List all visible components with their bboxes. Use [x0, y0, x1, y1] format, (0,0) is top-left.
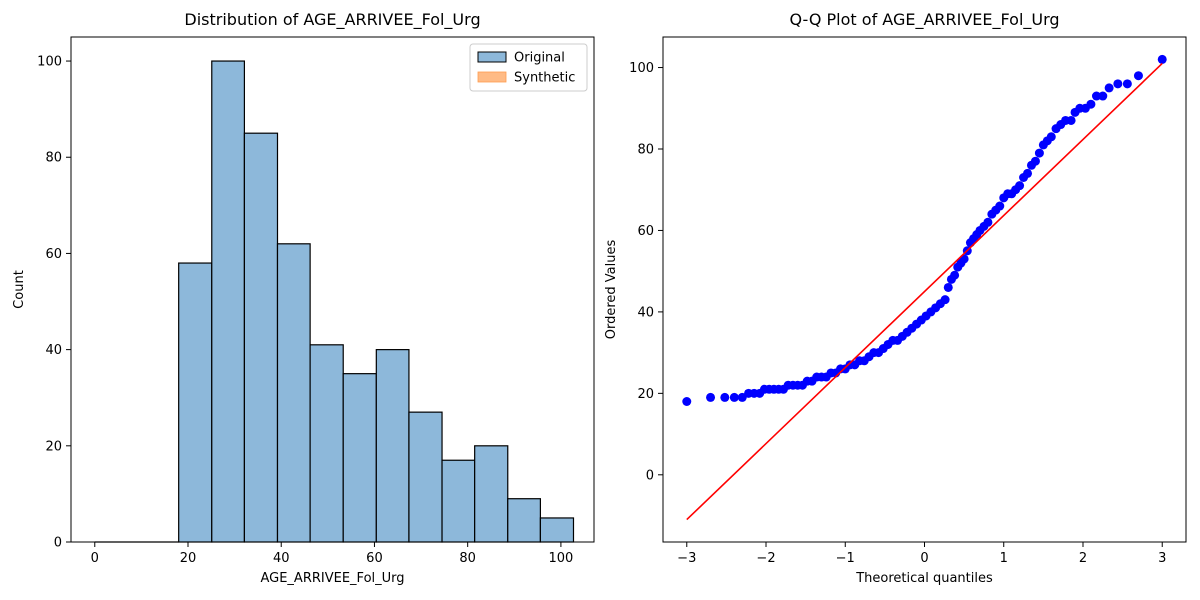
- histogram-bar: [441, 459, 476, 543]
- chart-title: Q-Q Plot of AGE_ARRIVEE_Fol_Urg: [789, 10, 1059, 30]
- qq-point: [943, 282, 953, 292]
- legend-swatch: [477, 51, 507, 63]
- legend-swatch: [477, 71, 507, 83]
- y-tick-label: 20: [45, 439, 62, 454]
- histogram-panel: 0 20 40 60 80 100 0 20 40 60 80 100 Distribution of …: [12, 10, 595, 586]
- qq-point: [682, 396, 692, 406]
- histogram-bar: [243, 132, 279, 543]
- x-tick-label: −1: [836, 551, 855, 566]
- histogram-bar: [211, 60, 246, 543]
- histogram-bar: [178, 262, 213, 543]
- histogram-bar: [539, 517, 575, 543]
- qq-point: [1034, 148, 1044, 158]
- legend-label: Original: [514, 51, 565, 66]
- histogram-bar: [474, 445, 509, 543]
- qq-point: [1023, 168, 1033, 178]
- histogram-bar: [507, 498, 541, 543]
- x-axis-label: AGE_ARRIVEE_Fol_Urg: [260, 571, 404, 586]
- y-tick-label: 60: [637, 224, 654, 239]
- qq-point: [1133, 71, 1143, 81]
- y-tick-label: 60: [45, 247, 62, 262]
- y-tick-label: 80: [637, 142, 654, 157]
- x-tick-label: 40: [273, 551, 290, 566]
- histogram-bar: [276, 243, 311, 543]
- qq-point: [1091, 91, 1101, 101]
- x-tick-label: 20: [180, 551, 197, 566]
- y-tick-label: 0: [54, 536, 62, 551]
- x-tick-label: 1: [1000, 551, 1008, 566]
- qq-point: [706, 392, 716, 402]
- qq-point: [940, 295, 950, 305]
- qq-point: [1104, 83, 1114, 93]
- y-tick-label: 40: [45, 343, 62, 358]
- y-tick-label: 20: [637, 387, 654, 402]
- histogram-bar: [408, 411, 443, 543]
- y-tick-label: 0: [646, 468, 654, 483]
- qq-point: [1157, 54, 1167, 64]
- qq-plot-panel: −3 −2 −1 0 1 2 3 0 20 40 60 80 100 Q-Q Plot of AGE_AR…: [604, 10, 1187, 586]
- qq-point: [1030, 156, 1040, 166]
- qq-point: [1015, 181, 1025, 191]
- qq-point: [1046, 132, 1056, 142]
- y-axis-label: Ordered Values: [604, 240, 619, 340]
- qq-point: [1098, 91, 1108, 101]
- x-tick-label: 60: [366, 551, 383, 566]
- x-tick-label: −2: [756, 551, 775, 566]
- qq-point: [1122, 79, 1132, 89]
- qq-point: [1066, 115, 1076, 125]
- qq-point: [983, 217, 993, 227]
- qq-point: [1086, 99, 1096, 109]
- histogram-bar: [342, 373, 377, 543]
- qq-point: [720, 392, 730, 402]
- x-tick-label: −3: [677, 551, 696, 566]
- qq-point: [950, 270, 960, 280]
- qq-fit-line: [686, 62, 1163, 521]
- y-tick-label: 40: [637, 305, 654, 320]
- x-tick-label: 80: [459, 551, 476, 566]
- qq-point: [729, 392, 739, 402]
- qq-point: [1113, 79, 1123, 89]
- y-tick-label: 100: [629, 61, 654, 76]
- qq-point: [995, 201, 1005, 211]
- chart-title: Distribution of AGE_ARRIVEE_Fol_Urg: [184, 10, 480, 30]
- x-axis-label: Theoretical quantiles: [855, 571, 993, 586]
- x-tick-label: 2: [1079, 551, 1087, 566]
- histogram-bar: [309, 344, 344, 543]
- y-axis-label: Count: [12, 270, 27, 309]
- histogram-bar: [375, 349, 410, 543]
- x-tick-label: 0: [920, 551, 928, 566]
- x-tick-label: 3: [1158, 551, 1166, 566]
- y-tick-label: 100: [37, 55, 62, 70]
- x-tick-label: 0: [91, 551, 99, 566]
- plot-frame: [70, 36, 595, 543]
- y-tick-label: 80: [45, 151, 62, 166]
- x-tick-label: 100: [548, 551, 573, 566]
- legend-label: Synthetic: [514, 71, 575, 86]
